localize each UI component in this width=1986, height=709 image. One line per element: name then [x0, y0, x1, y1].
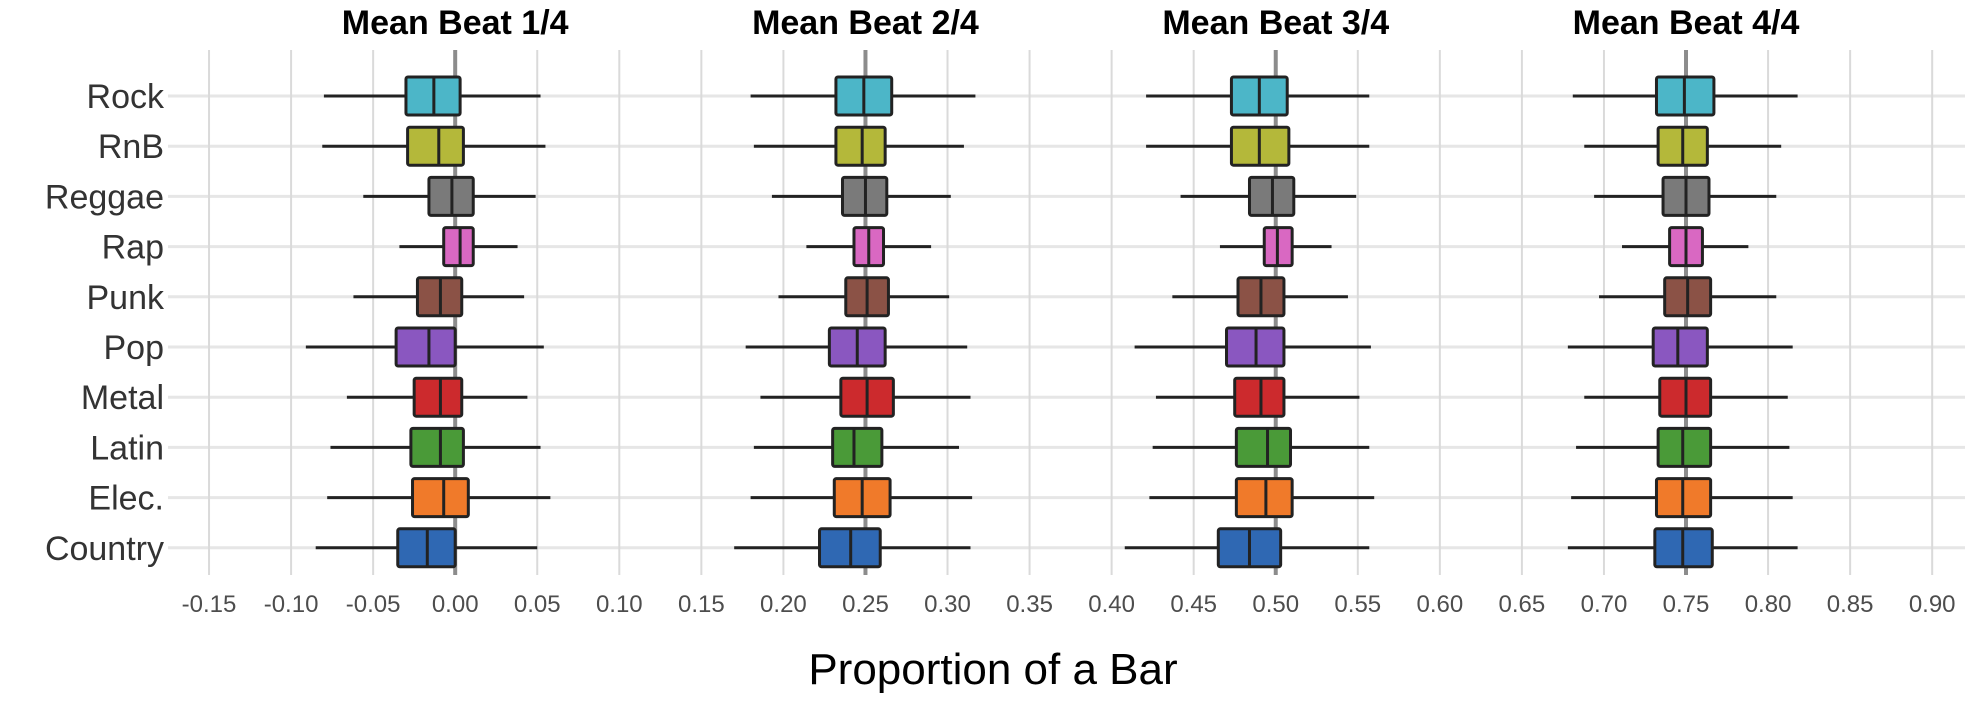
box-iqr — [1234, 426, 1293, 468]
box-country — [1567, 527, 1798, 569]
box-country — [734, 527, 971, 569]
box-latin — [330, 426, 541, 468]
x-tick-label: 0.70 — [1581, 591, 1628, 618]
x-tick-label: 0.60 — [1416, 591, 1463, 618]
x-tick-label: 0.50 — [1252, 591, 1299, 618]
box-elec — [750, 477, 973, 519]
box-punk — [1599, 276, 1777, 318]
box-rock — [750, 75, 976, 117]
box-rap — [1219, 226, 1332, 268]
box-rap — [806, 226, 932, 268]
box-country — [1124, 527, 1370, 569]
x-tick-label: -0.10 — [264, 591, 319, 618]
x-tick-label: -0.15 — [182, 591, 237, 618]
box-metal — [346, 376, 528, 418]
box-metal — [1155, 376, 1360, 418]
genre-label: Latin — [90, 429, 164, 467]
x-tick-label: 0.55 — [1334, 591, 1381, 618]
box-rap — [1622, 226, 1749, 268]
box-iqr — [1233, 376, 1286, 418]
x-tick-label: 0.65 — [1499, 591, 1546, 618]
x-tick-label: 0.90 — [1909, 591, 1956, 618]
box-reggae — [1594, 175, 1777, 217]
box-rap — [399, 226, 518, 268]
genre-label: Metal — [81, 379, 164, 417]
x-tick-label: 0.30 — [924, 591, 971, 618]
box-elec — [1571, 477, 1793, 519]
box-iqr — [409, 426, 465, 468]
x-tick-label: 0.10 — [596, 591, 643, 618]
box-iqr — [442, 226, 475, 268]
genre-label: Rap — [102, 229, 164, 267]
facet-title: Mean Beat 2/4 — [752, 4, 979, 42]
x-tick-label: 0.75 — [1663, 591, 1710, 618]
box-reggae — [1180, 175, 1357, 217]
box-iqr — [412, 376, 464, 418]
facet-title: Mean Beat 4/4 — [1573, 4, 1800, 42]
x-tick-label: 0.35 — [1006, 591, 1053, 618]
box-punk — [1172, 276, 1348, 318]
box-iqr — [411, 477, 470, 519]
box-latin — [1576, 426, 1790, 468]
box-rnb — [1584, 125, 1782, 167]
box-rock — [1572, 75, 1798, 117]
box-rock — [323, 75, 541, 117]
box-reggae — [363, 175, 536, 217]
x-tick-label: 0.05 — [514, 591, 561, 618]
box-iqr — [394, 326, 457, 368]
box-elec — [1149, 477, 1375, 519]
facet-title: Mean Beat 1/4 — [342, 4, 569, 42]
x-tick-label: 0.85 — [1827, 591, 1874, 618]
box-iqr — [831, 426, 884, 468]
box-elec — [327, 477, 551, 519]
boxes-layer — [305, 75, 1798, 569]
genre-label: Reggae — [45, 178, 164, 216]
genre-label: Country — [45, 530, 164, 568]
box-iqr — [834, 125, 887, 167]
box-punk — [778, 276, 950, 318]
genre-label: Elec. — [88, 480, 164, 518]
box-iqr — [1234, 477, 1294, 519]
x-axis-title: Proportion of a Bar — [808, 645, 1177, 694]
box-reggae — [771, 175, 951, 217]
box-punk — [353, 276, 525, 318]
box-rnb — [1146, 125, 1370, 167]
box-pop — [1567, 326, 1793, 368]
genre-label: Rock — [87, 78, 165, 116]
text-layer: Mean Beat 1/4 Mean Beat 2/4 Mean Beat 3/4 M… — [45, 4, 1956, 618]
box-rnb — [322, 125, 546, 167]
x-tick-label: 0.00 — [432, 591, 479, 618]
x-tick-label: 0.40 — [1088, 591, 1135, 618]
box-rnb — [753, 125, 964, 167]
x-tick-label: 0.20 — [760, 591, 807, 618]
box-country — [315, 527, 538, 569]
box-iqr — [1651, 326, 1709, 368]
box-rock — [1146, 75, 1370, 117]
box-pop — [1134, 326, 1371, 368]
x-tick-label: 0.80 — [1745, 591, 1792, 618]
box-metal — [1584, 376, 1788, 418]
box-pop — [305, 326, 544, 368]
box-iqr — [406, 125, 465, 167]
x-tick-label: -0.05 — [346, 591, 401, 618]
x-tick-label: 0.25 — [842, 591, 889, 618]
box-metal — [760, 376, 971, 418]
box-latin — [753, 426, 960, 468]
x-tick-label: 0.45 — [1170, 591, 1217, 618]
box-pop — [745, 326, 968, 368]
genre-label: RnB — [98, 128, 164, 166]
facet-title: Mean Beat 3/4 — [1162, 4, 1389, 42]
x-tick-label: 0.15 — [678, 591, 725, 618]
genre-label: Punk — [87, 279, 165, 317]
genre-label: Pop — [104, 329, 165, 367]
box-latin — [1152, 426, 1370, 468]
box-iqr — [1656, 426, 1713, 468]
